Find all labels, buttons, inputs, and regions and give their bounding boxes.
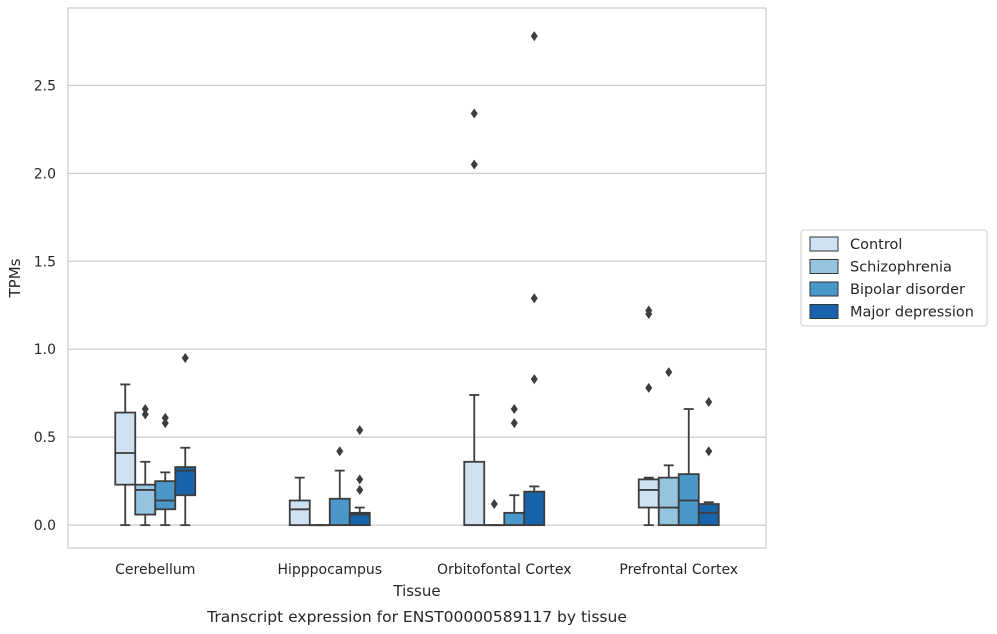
outlier-point [645, 382, 653, 393]
outlier-point [161, 412, 169, 423]
outlier-point [356, 425, 364, 436]
y-tick-label: 1.0 [34, 342, 56, 358]
outlier-point [645, 309, 653, 320]
outlier-point [161, 418, 169, 429]
box-iqr [154, 480, 177, 511]
plot-frame [67, 7, 767, 549]
outlier-point [141, 404, 149, 415]
box-3-4 [523, 31, 546, 527]
outlier-point [470, 159, 478, 170]
outlier-point [141, 409, 149, 420]
box-iqr [328, 497, 351, 527]
box-iqr [503, 511, 526, 527]
legend-frame [800, 229, 988, 327]
legend-swatch [809, 259, 839, 274]
legend-swatch [809, 236, 839, 252]
outlier-point [665, 367, 673, 378]
box-2-4 [348, 425, 371, 527]
outlier-point [705, 446, 713, 457]
box-4-3 [677, 408, 700, 527]
y-tick-labels: 0.0 0.5 1.0 1.5 2.0 2.5 [34, 78, 56, 534]
plot-area [68, 8, 766, 548]
box-4-1 [637, 305, 660, 527]
outlier-point [356, 484, 364, 495]
outlier-point [356, 474, 364, 485]
outlier-point [530, 293, 538, 304]
outlier-point [530, 31, 538, 42]
legend-swatch [809, 304, 839, 319]
chart-caption: Transcript expression for ENST0000058911… [206, 608, 627, 626]
y-tick-label: 1.5 [34, 254, 56, 270]
x-tick-labels: Cerebellum Hipppocampus Orbitofontal Corte… [115, 562, 738, 578]
box-iqr [637, 478, 660, 509]
outlier-point [530, 374, 538, 385]
y-tick-label: 0.0 [34, 518, 56, 534]
box-iqr [288, 499, 311, 527]
x-tick-label: Hipppocampus [277, 562, 382, 578]
legend: Control Schizophrenia Bipolar disorder Majo… [800, 229, 988, 327]
box-2-1 [288, 476, 311, 527]
legend-label: Bipolar disorder [850, 282, 965, 298]
outlier-point [490, 499, 498, 510]
box-iqr [657, 476, 680, 527]
outlier-point [510, 404, 518, 415]
box-1-4 [174, 353, 197, 527]
box-iqr [348, 511, 371, 527]
outlier-point [181, 353, 189, 364]
y-tick-label: 2.0 [34, 166, 56, 182]
box-1-3 [154, 412, 177, 527]
box-iqr [114, 411, 137, 486]
box-3-1 [463, 108, 486, 527]
legend-label: Major depression [850, 305, 974, 321]
legend-swatch [809, 281, 839, 297]
x-axis-label: Tissue [392, 582, 440, 600]
box-iqr [697, 503, 720, 527]
x-tick-label: Prefrontal Cortex [619, 562, 738, 578]
box-1-1 [114, 383, 137, 527]
outlier-point [470, 108, 478, 119]
outlier-point [705, 397, 713, 408]
box-iqr [174, 466, 197, 497]
box-iqr [463, 460, 486, 527]
x-tick-label: Cerebellum [115, 562, 195, 578]
legend-label: Schizophrenia [850, 260, 952, 276]
box-4-4 [697, 397, 720, 527]
box-iqr [523, 490, 546, 527]
y-tick-label: 0.5 [34, 430, 56, 446]
y-tick-label: 2.5 [34, 78, 56, 94]
legend-label: Control [850, 237, 902, 253]
y-axis-label: TPMs [6, 258, 24, 298]
outlier-point [336, 446, 344, 457]
x-tick-label: Orbitofontal Cortex [437, 562, 572, 578]
box-groups [114, 31, 720, 527]
outlier-point [510, 418, 518, 429]
box-4-2 [657, 367, 680, 527]
